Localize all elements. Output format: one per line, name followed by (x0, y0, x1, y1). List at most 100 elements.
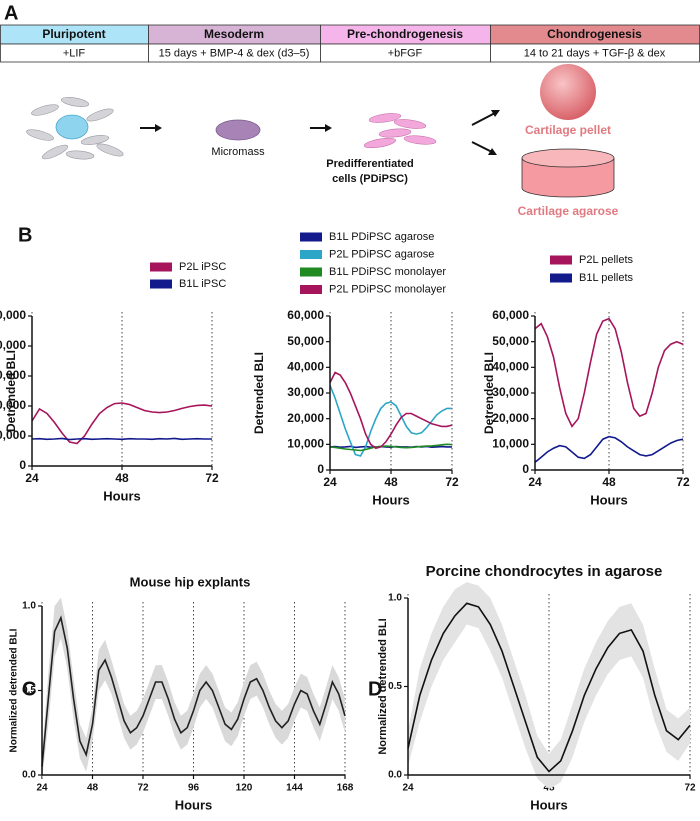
y-axis-label: Normalized detrended BLI (9, 628, 20, 752)
agarose-label: Cartilage agarose (518, 204, 619, 218)
legend-label: P2L PDiPSC agarose (329, 248, 434, 260)
stage-name: Pluripotent (42, 27, 105, 41)
legend-label: B1L PDiPSC agarose (329, 231, 434, 243)
x-tick-label: 48 (87, 783, 99, 794)
panel-label: A (4, 2, 18, 24)
x-axis-label: Hours (590, 492, 628, 507)
x-tick-label: 96 (188, 783, 200, 794)
y-tick-label: 0.0 (388, 770, 402, 781)
y-tick-label: 20,000 (0, 398, 26, 412)
y-tick-label: 0.0 (22, 770, 36, 781)
stage-condition: 15 days + BMP-4 & dex (d3–5) (159, 47, 310, 59)
y-tick-label: 40,000 (287, 360, 324, 374)
x-tick-label: 48 (115, 471, 129, 485)
y-tick-label: 10,000 (287, 437, 324, 451)
data-line (31, 402, 213, 445)
x-axis-label: Hours (372, 492, 410, 507)
x-tick-label: 168 (337, 783, 354, 794)
y-tick-label: 0 (522, 462, 529, 476)
panel-label: C (22, 678, 36, 700)
x-axis-label: Hours (175, 797, 213, 812)
x-tick-label: 144 (286, 783, 303, 794)
y-tick-label: 30,000 (0, 368, 26, 382)
y-tick-label: 20,000 (492, 411, 529, 425)
x-tick-label: 24 (402, 783, 414, 794)
stage-condition: 14 to 21 days + TGF-β & dex (524, 47, 666, 59)
y-tick-label: 0.5 (22, 685, 36, 696)
x-tick-label: 72 (676, 475, 690, 489)
y-tick-label: 50,000 (492, 334, 529, 348)
stage-condition: +bFGF (388, 47, 423, 59)
stage-name: Mesoderm (204, 27, 264, 41)
chart-title: Mouse hip explants (130, 574, 251, 589)
x-tick-label: 72 (205, 471, 219, 485)
y-tick-label: 10,000 (0, 428, 26, 442)
legend-label: P2L pellets (579, 254, 634, 266)
data-line (329, 371, 453, 450)
y-tick-label: 30,000 (492, 385, 529, 399)
illustrations (26, 64, 615, 198)
x-tick-label: 48 (384, 475, 398, 489)
data-line (534, 317, 684, 428)
legend-swatch (550, 255, 572, 265)
panel-label: B (18, 224, 32, 246)
x-tick-label: 72 (445, 475, 459, 489)
legend-label: P2L iPSC (179, 261, 226, 273)
data-line (407, 602, 691, 773)
y-tick-label: 1.0 (22, 601, 36, 612)
y-tick-label: 40,000 (0, 338, 26, 352)
y-tick-label: 30,000 (287, 385, 324, 399)
x-tick-label: 24 (528, 475, 542, 489)
y-tick-label: 20,000 (287, 411, 324, 425)
legend-swatch (300, 232, 322, 242)
x-tick-label: 24 (25, 471, 39, 485)
legend-swatch (150, 262, 172, 272)
x-tick-label: 72 (137, 783, 149, 794)
cell-label: cells (PDiPSC) (332, 173, 408, 185)
y-tick-label: 50,000 (287, 334, 324, 348)
y-axis-label: Detrended BLI (4, 350, 18, 432)
error-band (42, 597, 345, 781)
y-tick-label: 50,000 (0, 308, 26, 322)
legend-swatch (300, 285, 322, 294)
y-tick-label: 0 (19, 458, 26, 472)
stage-name: Chondrogenesis (547, 27, 642, 41)
y-tick-label: 0 (317, 462, 324, 476)
chart: 24 48 72 0 10,000 20,000 30,000 40,000 50,000 60,… (482, 254, 690, 508)
data-line (534, 435, 684, 463)
x-tick-label: 72 (684, 783, 696, 794)
y-tick-label: 60,000 (287, 308, 324, 322)
x-axis-label: Hours (530, 797, 568, 812)
x-tick-label: 48 (602, 475, 616, 489)
pellet-label: Cartilage pellet (525, 123, 611, 137)
data-line (329, 443, 453, 452)
stage-name: Pre-chondrogenesis (347, 27, 463, 41)
legend-label: P2L PDiPSC monolayer (329, 283, 446, 295)
stage-condition: +LIF (63, 47, 86, 59)
micromass-label: Micromass (211, 146, 265, 158)
y-axis-label: Detrended BLI (482, 352, 496, 434)
y-tick-label: 0.5 (388, 681, 402, 692)
x-tick-label: 24 (323, 475, 337, 489)
x-tick-label: 24 (36, 783, 48, 794)
legend-label: B1L pellets (579, 272, 634, 284)
cell-label: Predifferentiated (326, 158, 413, 170)
y-tick-label: 40,000 (492, 360, 529, 374)
y-tick-label: 60,000 (492, 308, 529, 322)
data-line (329, 385, 452, 457)
x-tick-label: 120 (236, 783, 253, 794)
legend-label: B1L iPSC (179, 278, 226, 290)
error-band (408, 582, 690, 790)
legend-label: B1L PDiPSC monolayer (329, 266, 446, 278)
chart-title: Porcine chondrocytes in agarose (426, 563, 663, 580)
legend-swatch (550, 273, 572, 283)
y-tick-label: 10,000 (492, 437, 529, 451)
y-axis-label: Detrended BLI (252, 352, 266, 434)
legend-swatch (300, 267, 322, 277)
panel-label: D (368, 678, 382, 700)
legend-swatch (150, 279, 172, 289)
chart: 24 48 72 0 10,000 20,000 30,000 40,000 50,000 60,… (252, 231, 459, 508)
legend-swatch (300, 250, 322, 259)
